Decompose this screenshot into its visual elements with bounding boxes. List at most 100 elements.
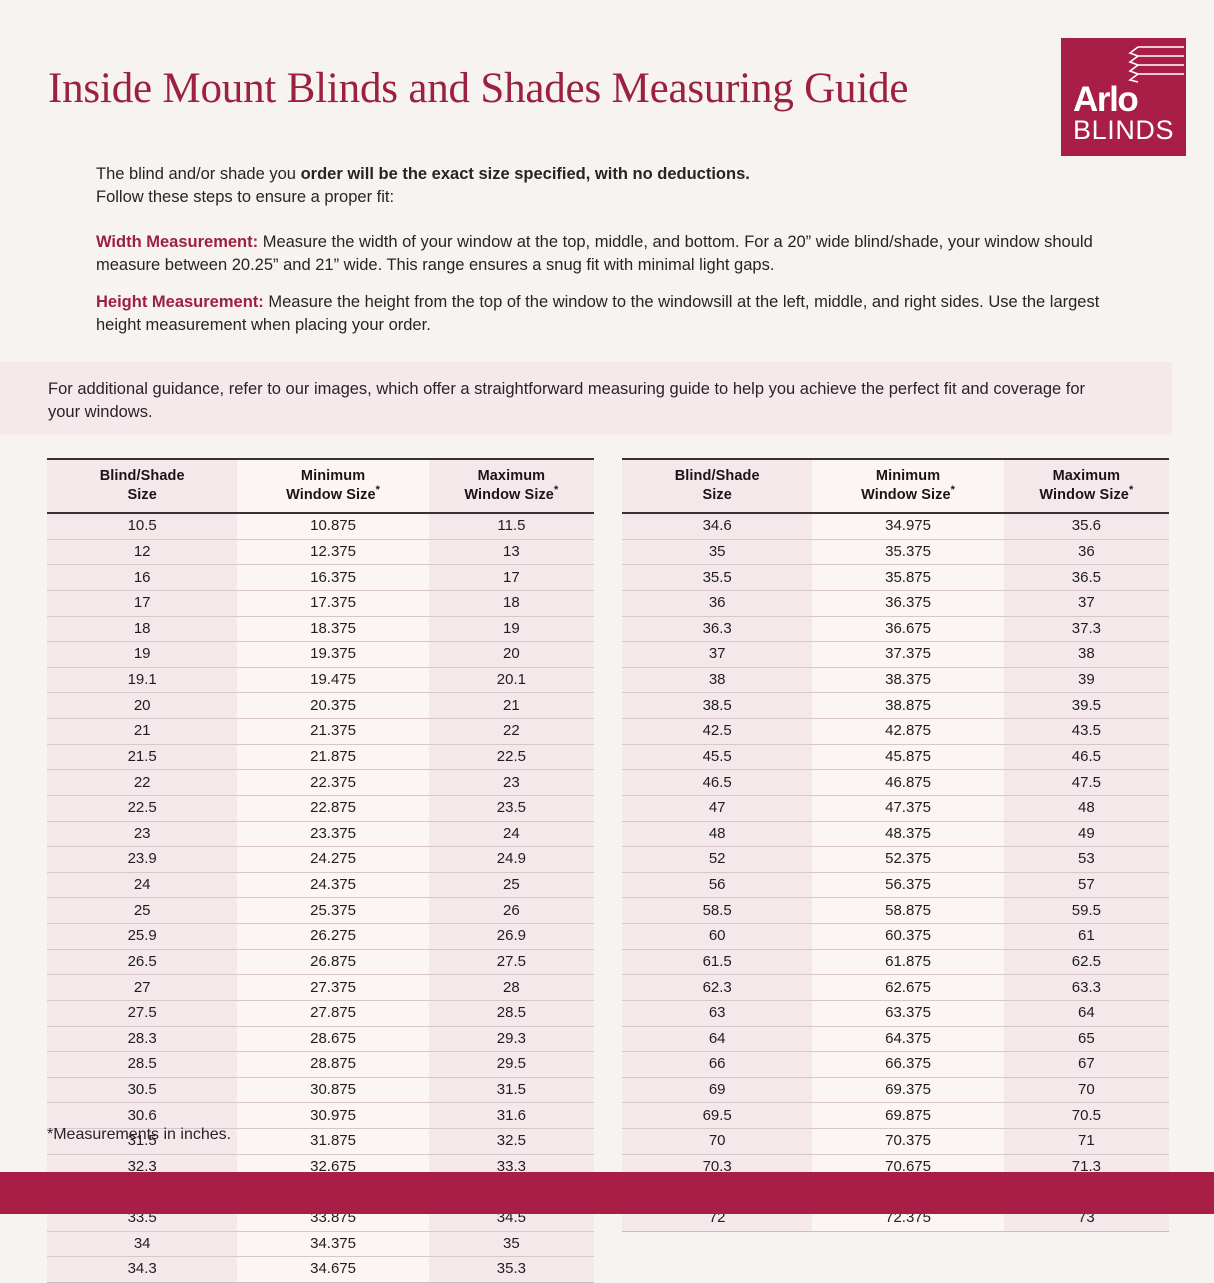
logo-wordmark-blinds: BLINDS <box>1073 115 1175 145</box>
table-row: 61.5 61.875 62.5 <box>622 949 1169 976</box>
table-row: 25.9 26.275 26.9 <box>47 923 594 950</box>
table-row: 12 12.375 13 <box>47 539 594 566</box>
cell-blind-shade-size: 25.9 <box>47 923 238 950</box>
table-row: 26.5 26.875 27.5 <box>47 949 594 976</box>
table-row: 28.5 28.875 29.5 <box>47 1051 594 1078</box>
cell-minimum-window-size: 36.675 <box>812 616 1004 643</box>
cell-blind-shade-size: 36 <box>622 590 813 617</box>
table-row: 66 66.375 67 <box>622 1051 1169 1078</box>
cell-blind-shade-size: 23.9 <box>47 846 238 873</box>
header-line-1: Minimum <box>875 468 941 484</box>
cell-maximum-window-size: 39 <box>1003 667 1169 694</box>
table-row: 60 60.375 61 <box>622 923 1169 950</box>
cell-blind-shade-size: 31.5 <box>47 1128 238 1155</box>
cell-blind-shade-size: 64 <box>622 1026 813 1053</box>
cell-maximum-window-size: 35.3 <box>428 1256 594 1283</box>
table-row: 23.9 24.275 24.9 <box>47 846 594 873</box>
table-row: 35 35.375 36 <box>622 539 1169 566</box>
cell-maximum-window-size: 22.5 <box>428 744 594 771</box>
cell-minimum-window-size: 34.375 <box>237 1231 429 1258</box>
cell-blind-shade-size: 36.3 <box>622 616 813 643</box>
table-row: 17 17.375 18 <box>47 590 594 617</box>
cell-maximum-window-size: 31.6 <box>428 1102 594 1130</box>
cell-maximum-window-size: 27.5 <box>428 949 594 976</box>
logo-wordmark-arlo: Arlo <box>1073 80 1139 119</box>
cell-maximum-window-size: 53 <box>1003 846 1169 873</box>
cell-minimum-window-size: 26.275 <box>237 923 429 950</box>
cell-minimum-window-size: 19.475 <box>237 667 429 694</box>
cell-blind-shade-size: 27 <box>47 974 238 1001</box>
cell-maximum-window-size: 47.5 <box>1003 769 1169 796</box>
cell-maximum-window-size: 29.3 <box>428 1026 594 1053</box>
table-row: 36.3 36.675 37.3 <box>622 616 1169 643</box>
cell-minimum-window-size: 36.375 <box>812 590 1004 617</box>
cell-minimum-window-size: 27.375 <box>237 974 429 1001</box>
cell-maximum-window-size: 49 <box>1003 821 1169 848</box>
cell-minimum-window-size: 24.275 <box>237 846 429 873</box>
cell-minimum-window-size: 45.875 <box>812 744 1004 771</box>
cell-blind-shade-size: 38 <box>622 667 813 694</box>
size-table-right: Blind/Shade Size Minimum Window Size* Ma… <box>622 457 1169 1232</box>
cell-minimum-window-size: 63.375 <box>812 1000 1004 1027</box>
cell-blind-shade-size: 56 <box>622 872 813 899</box>
cell-maximum-window-size: 26.9 <box>428 923 594 950</box>
header-line-2: Window Size <box>286 486 376 503</box>
size-table-left-body: 10.5 10.875 11.5 12 12.375 13 16 16.375 17 17 17.3… <box>47 513 594 1283</box>
cell-maximum-window-size: 24.9 <box>428 846 594 873</box>
cell-maximum-window-size: 28.5 <box>428 1000 594 1027</box>
cell-maximum-window-size: 67 <box>1003 1051 1169 1078</box>
table-row: 28.3 28.675 29.3 <box>47 1026 594 1053</box>
asterisk-marker: * <box>553 483 559 496</box>
cell-blind-shade-size: 22 <box>47 769 238 796</box>
table-row: 69 69.375 70 <box>622 1077 1169 1104</box>
cell-maximum-window-size: 19 <box>428 616 594 643</box>
cell-minimum-window-size: 19.375 <box>237 641 429 668</box>
table-row: 56 56.375 57 <box>622 872 1169 899</box>
table-row: 10.5 10.875 11.5 <box>47 513 594 540</box>
cell-maximum-window-size: 43.5 <box>1003 718 1169 745</box>
cell-maximum-window-size: 20.1 <box>428 667 594 694</box>
header-line-1: Blind/Shade <box>674 468 760 484</box>
intro-line-2: Follow these steps to ensure a proper fi… <box>96 188 395 207</box>
cell-blind-shade-size: 21.5 <box>47 744 238 771</box>
table-row: 30.5 30.875 31.5 <box>47 1077 594 1104</box>
cell-minimum-window-size: 48.375 <box>812 821 1004 848</box>
cell-blind-shade-size: 21 <box>47 718 238 745</box>
cell-maximum-window-size: 59.5 <box>1003 897 1169 925</box>
cell-minimum-window-size: 17.375 <box>237 590 429 617</box>
cell-maximum-window-size: 26 <box>428 897 594 925</box>
cell-minimum-window-size: 66.375 <box>812 1051 1004 1078</box>
cell-maximum-window-size: 23 <box>428 769 594 796</box>
cell-blind-shade-size: 34 <box>47 1231 238 1258</box>
cell-blind-shade-size: 19 <box>47 641 238 668</box>
cell-minimum-window-size: 18.375 <box>237 616 429 643</box>
size-table-right-body: 34.6 34.975 35.6 35 35.375 36 35.5 35.875 36.5 36… <box>622 513 1169 1232</box>
cell-minimum-window-size: 22.375 <box>237 769 429 796</box>
page-title: Inside Mount Blinds and Shades Measuring… <box>48 65 909 112</box>
table-row: 37 37.375 38 <box>622 641 1169 668</box>
cell-blind-shade-size: 52 <box>622 846 813 873</box>
cell-maximum-window-size: 70 <box>1003 1077 1169 1104</box>
cell-minimum-window-size: 31.875 <box>237 1128 429 1155</box>
cell-blind-shade-size: 26.5 <box>47 949 238 976</box>
cell-maximum-window-size: 61 <box>1003 923 1169 950</box>
cell-minimum-window-size: 20.375 <box>237 692 429 720</box>
cell-blind-shade-size: 42.5 <box>622 718 813 745</box>
cell-maximum-window-size: 62.5 <box>1003 949 1169 976</box>
cell-blind-shade-size: 61.5 <box>622 949 813 976</box>
cell-maximum-window-size: 36.5 <box>1003 564 1169 591</box>
cell-maximum-window-size: 25 <box>428 872 594 899</box>
cell-minimum-window-size: 23.375 <box>237 821 429 848</box>
header-minimum-window-size: Minimum Window Size* <box>237 457 429 515</box>
cell-maximum-window-size: 65 <box>1003 1026 1169 1053</box>
cell-blind-shade-size: 25 <box>47 897 238 925</box>
intro-paragraph-1: The blind and/or shade you order will be… <box>48 163 1166 210</box>
cell-maximum-window-size: 57 <box>1003 872 1169 899</box>
header-line-1: Maximum <box>1052 468 1121 484</box>
cell-maximum-window-size: 38 <box>1003 641 1169 668</box>
table-row: 30.6 30.975 31.6 <box>47 1102 594 1130</box>
cell-blind-shade-size: 16 <box>47 564 238 591</box>
footnote-measurements: *Measurements in inches. <box>47 1126 232 1143</box>
cell-blind-shade-size: 24 <box>47 872 238 899</box>
table-row: 27 27.375 28 <box>47 974 594 1001</box>
